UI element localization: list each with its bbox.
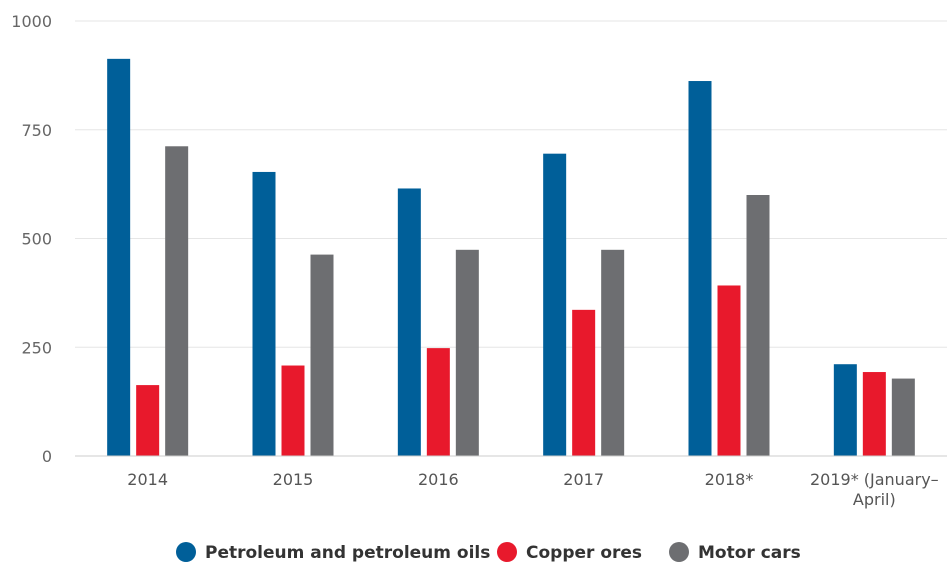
- y-tick-label: 1000: [11, 12, 52, 31]
- legend-label: Petroleum and petroleum oils: [205, 543, 490, 563]
- legend-item-motor-cars[interactable]: Motor cars: [669, 542, 801, 563]
- x-tick-label: April): [853, 490, 896, 509]
- legend-marker: [176, 542, 196, 562]
- bar-motor-cars-0[interactable]: [165, 146, 189, 456]
- y-tick-label: 0: [42, 447, 52, 466]
- x-tick-label: 2014: [127, 470, 168, 489]
- gridlines: [75, 20, 947, 348]
- bar-petroleum-and-petroleum-oils-1[interactable]: [252, 171, 276, 456]
- bar-motor-cars-5[interactable]: [891, 378, 915, 456]
- x-tick-label: 2018*: [705, 470, 754, 489]
- legend-label: Motor cars: [698, 543, 801, 563]
- bar-motor-cars-2[interactable]: [455, 249, 479, 456]
- y-axis-ticks: 0 250 500 750 1000: [11, 12, 52, 466]
- legend-item-copper-ores[interactable]: Copper ores: [497, 542, 642, 563]
- bar-copper-ores-2[interactable]: [426, 348, 450, 456]
- bar-copper-ores-3[interactable]: [572, 309, 596, 456]
- bar-motor-cars-4[interactable]: [746, 195, 770, 456]
- bar-copper-ores-5[interactable]: [862, 372, 886, 456]
- legend-marker: [497, 542, 517, 562]
- bar-motor-cars-1[interactable]: [310, 254, 334, 456]
- legend[interactable]: Petroleum and petroleum oils Copper ores M…: [176, 542, 801, 563]
- bar-copper-ores-0[interactable]: [136, 385, 160, 456]
- x-tick-label: 2019* (January–: [810, 470, 939, 489]
- y-tick-label: 750: [21, 121, 52, 140]
- bar-copper-ores-4[interactable]: [717, 285, 741, 456]
- bar-petroleum-and-petroleum-oils-2[interactable]: [397, 188, 421, 456]
- x-tick-label: 2015: [273, 470, 314, 489]
- bar-petroleum-and-petroleum-oils-3[interactable]: [543, 153, 567, 457]
- legend-marker: [669, 542, 689, 562]
- x-tick-label: 2017: [563, 470, 604, 489]
- legend-item-petroleum-and-petroleum-oils[interactable]: Petroleum and petroleum oils: [176, 542, 490, 563]
- bar-motor-cars-3[interactable]: [601, 249, 625, 456]
- bars: [107, 58, 915, 457]
- bar-petroleum-and-petroleum-oils-4[interactable]: [688, 81, 712, 456]
- x-axis-ticks: 2014 2015 2016 2017 2018* 2019* (January–Apri…: [127, 470, 938, 509]
- y-tick-label: 250: [21, 338, 52, 357]
- bar-copper-ores-1[interactable]: [281, 365, 305, 456]
- bar-petroleum-and-petroleum-oils-0[interactable]: [107, 58, 131, 456]
- x-tick-label: 2016: [418, 470, 459, 489]
- y-tick-label: 500: [21, 230, 52, 249]
- legend-label: Copper ores: [526, 543, 642, 563]
- bar-petroleum-and-petroleum-oils-5[interactable]: [833, 364, 857, 456]
